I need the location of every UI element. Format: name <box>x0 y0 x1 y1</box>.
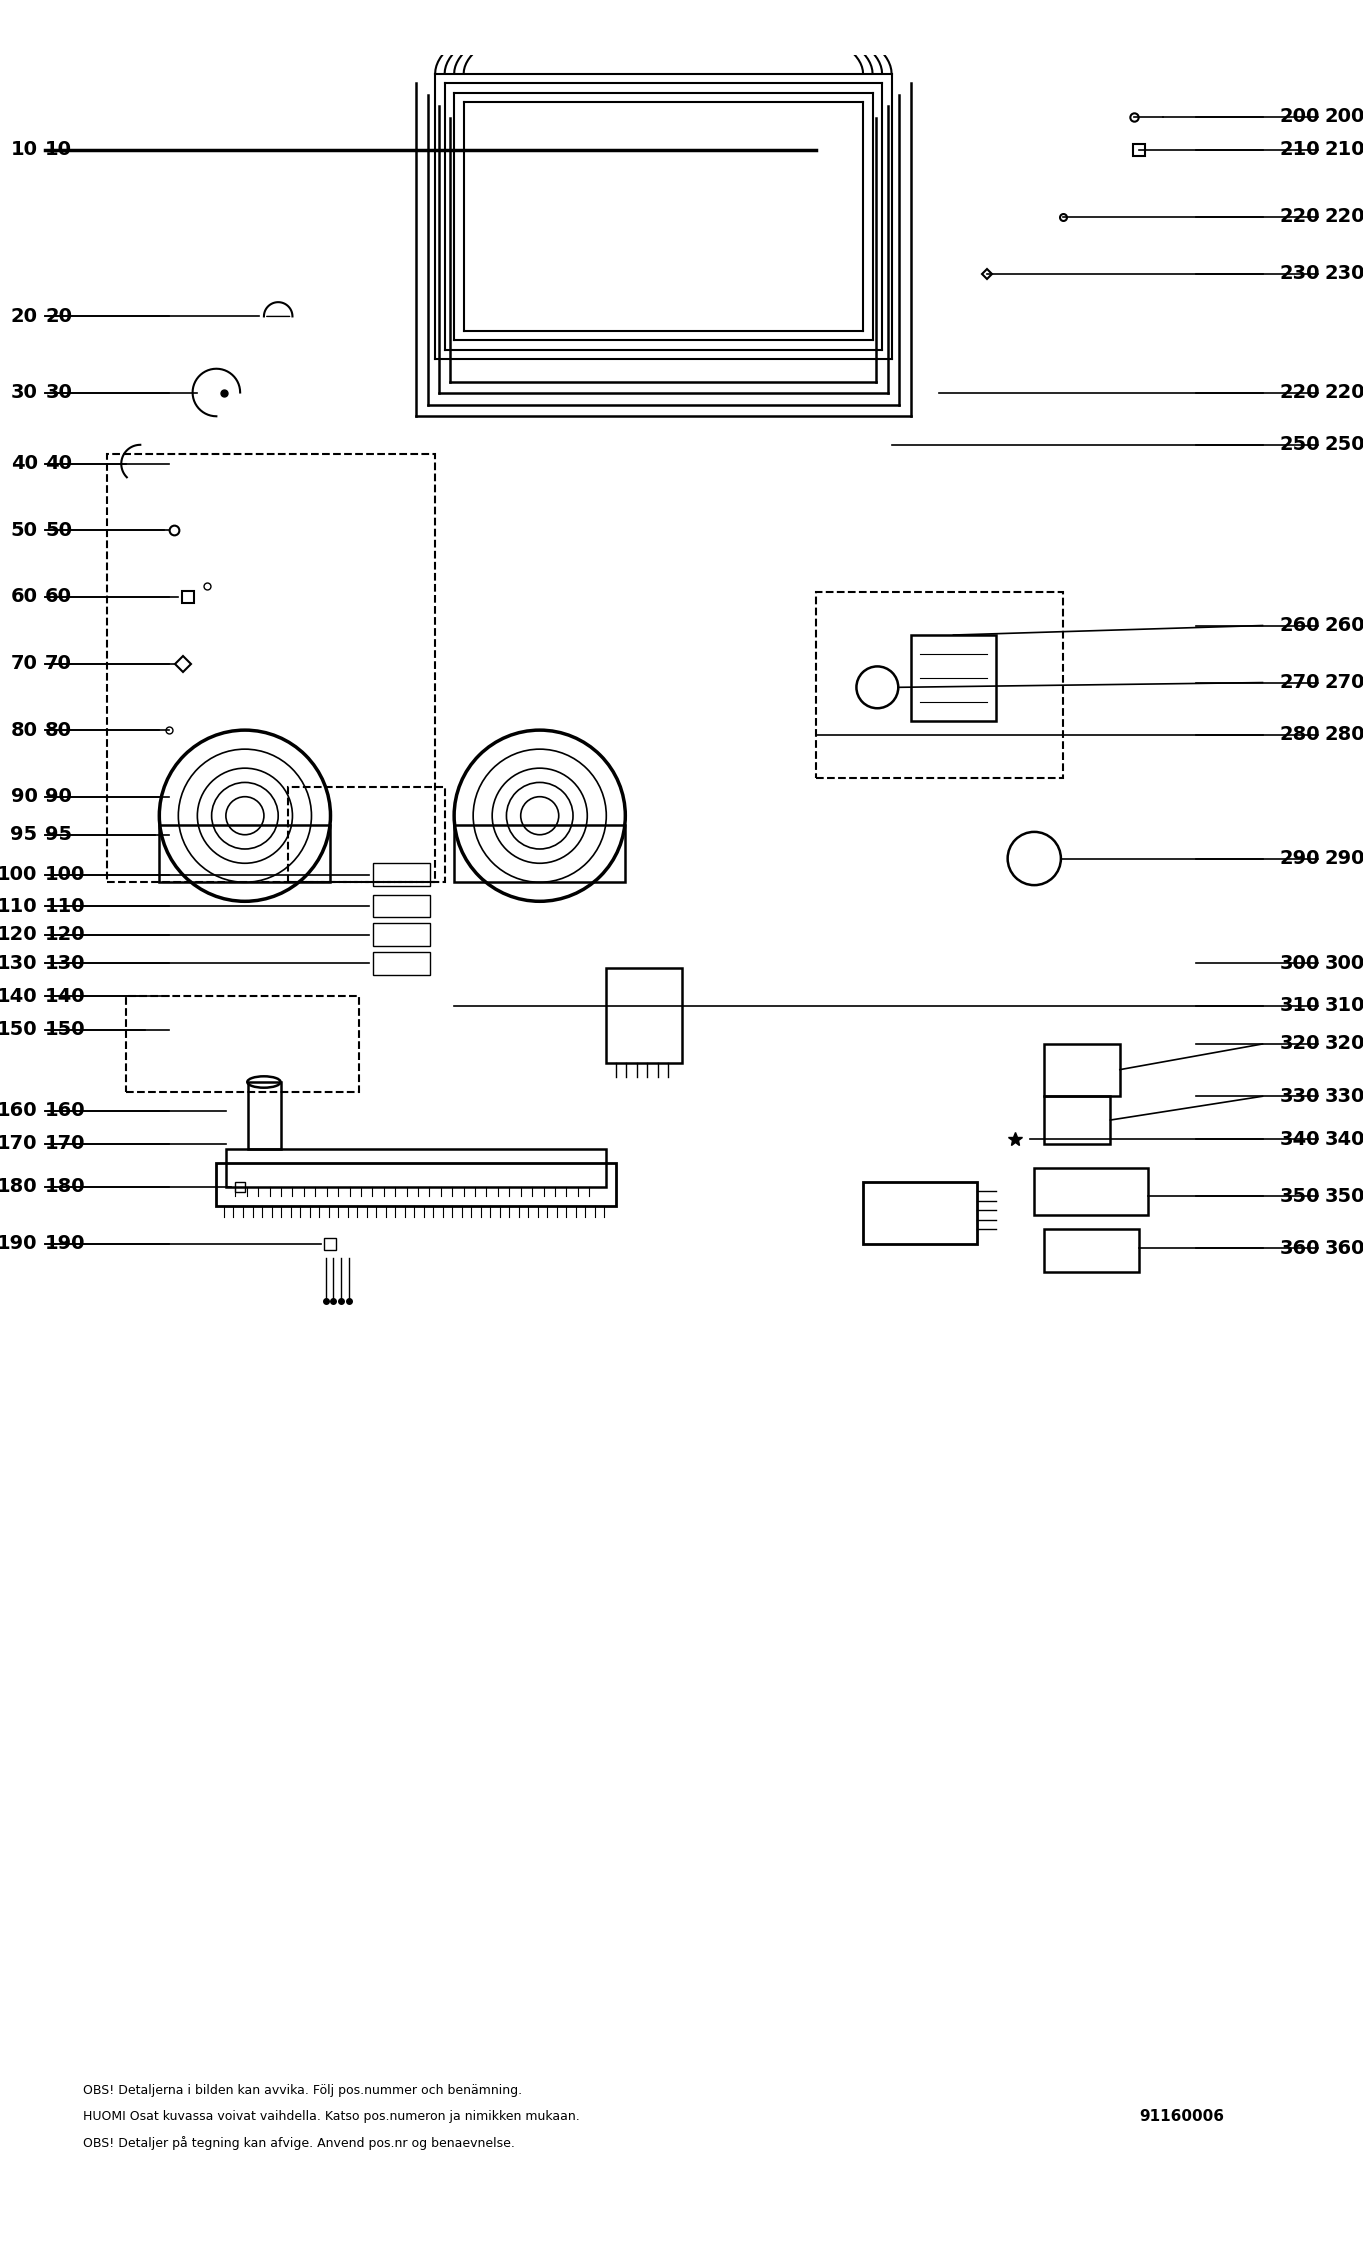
Text: 270: 270 <box>1280 673 1321 693</box>
Text: 220: 220 <box>1325 206 1363 226</box>
Text: 100: 100 <box>0 865 38 883</box>
Text: 190: 190 <box>45 1233 86 1253</box>
Text: 320: 320 <box>1325 1034 1363 1054</box>
Text: 290: 290 <box>1280 850 1321 868</box>
Text: 270: 270 <box>1325 673 1363 693</box>
Text: 60: 60 <box>45 587 72 608</box>
Text: 330: 330 <box>1325 1087 1363 1105</box>
Text: 20: 20 <box>11 307 38 325</box>
Text: 40: 40 <box>45 455 72 473</box>
Text: 80: 80 <box>11 720 38 740</box>
Bar <box>454 825 626 883</box>
Text: 220: 220 <box>1280 383 1321 401</box>
Text: 40: 40 <box>11 455 38 473</box>
Text: 50: 50 <box>45 520 72 540</box>
Text: 260: 260 <box>1280 617 1321 634</box>
Text: 340: 340 <box>1325 1130 1363 1148</box>
Bar <box>373 895 431 917</box>
Text: 220: 220 <box>1280 206 1321 226</box>
Text: OBS! Detaljerna i bilden kan avvika. Följ pos.nummer och benämning.: OBS! Detaljerna i bilden kan avvika. Föl… <box>83 2083 522 2096</box>
Text: 160: 160 <box>45 1101 86 1121</box>
Text: 130: 130 <box>45 953 86 973</box>
Text: 290: 290 <box>1325 850 1363 868</box>
Text: 200: 200 <box>1280 108 1319 126</box>
Text: 250: 250 <box>1280 435 1321 455</box>
Bar <box>373 863 431 886</box>
Text: 20: 20 <box>45 307 72 325</box>
Text: 60: 60 <box>11 587 38 608</box>
Text: 170: 170 <box>0 1134 38 1152</box>
Text: 360: 360 <box>1325 1240 1363 1258</box>
Text: 30: 30 <box>45 383 72 401</box>
Text: 120: 120 <box>0 926 38 944</box>
Text: 110: 110 <box>0 897 38 915</box>
Text: 110: 110 <box>45 897 86 915</box>
Text: 10: 10 <box>45 141 72 159</box>
Text: 210: 210 <box>1325 141 1363 159</box>
Bar <box>125 995 358 1092</box>
Bar <box>910 634 996 720</box>
Text: OBS! Detaljer på tegning kan afvige. Anvend pos.nr og benaevnelse.: OBS! Detaljer på tegning kan afvige. Anv… <box>83 2137 515 2150</box>
Text: 130: 130 <box>0 953 38 973</box>
Bar <box>1044 1096 1111 1143</box>
Bar <box>863 1182 977 1244</box>
Bar <box>1035 1168 1149 1215</box>
Bar <box>373 924 431 946</box>
Bar <box>373 951 431 975</box>
Bar <box>1044 1045 1120 1096</box>
Text: 70: 70 <box>45 655 72 673</box>
Text: 140: 140 <box>0 986 38 1007</box>
Text: 180: 180 <box>45 1177 86 1197</box>
Text: HUOMI Osat kuvassa voivat vaihdella. Katso pos.numeron ja nimikken mukaan.: HUOMI Osat kuvassa voivat vaihdella. Kat… <box>83 2110 581 2123</box>
Text: 300: 300 <box>1280 953 1319 973</box>
Text: 280: 280 <box>1280 726 1321 744</box>
Bar <box>108 455 435 883</box>
Text: 340: 340 <box>1280 1130 1321 1148</box>
Text: 280: 280 <box>1325 726 1363 744</box>
Text: 220: 220 <box>1325 383 1363 401</box>
Text: 160: 160 <box>0 1101 38 1121</box>
Text: 90: 90 <box>11 787 38 807</box>
Text: 190: 190 <box>0 1233 38 1253</box>
Text: 150: 150 <box>45 1020 86 1040</box>
Text: 95: 95 <box>11 825 38 845</box>
Text: 200: 200 <box>1325 108 1363 126</box>
Text: 120: 120 <box>45 926 86 944</box>
Bar <box>1044 1229 1139 1271</box>
Text: 50: 50 <box>11 520 38 540</box>
Text: 230: 230 <box>1280 265 1321 282</box>
Text: 30: 30 <box>11 383 38 401</box>
Bar <box>217 1164 616 1206</box>
Text: 70: 70 <box>11 655 38 673</box>
Text: 330: 330 <box>1280 1087 1319 1105</box>
Bar <box>248 1083 281 1148</box>
Text: 80: 80 <box>45 720 72 740</box>
Bar <box>288 787 444 883</box>
Text: 180: 180 <box>0 1177 38 1197</box>
Text: 95: 95 <box>45 825 72 845</box>
Text: 210: 210 <box>1280 141 1321 159</box>
Text: 170: 170 <box>45 1134 86 1152</box>
Text: 100: 100 <box>45 865 86 883</box>
Text: 250: 250 <box>1325 435 1363 455</box>
Text: 320: 320 <box>1280 1034 1321 1054</box>
Text: 230: 230 <box>1325 265 1363 282</box>
Text: 360: 360 <box>1280 1240 1321 1258</box>
Text: 90: 90 <box>45 787 72 807</box>
Text: 140: 140 <box>45 986 86 1007</box>
Text: 300: 300 <box>1325 953 1363 973</box>
Text: 91160006: 91160006 <box>1139 2110 1224 2123</box>
Text: 350: 350 <box>1325 1186 1363 1206</box>
Text: 310: 310 <box>1325 995 1363 1016</box>
Text: 260: 260 <box>1325 617 1363 634</box>
Bar <box>607 969 683 1063</box>
Bar <box>226 1148 607 1186</box>
Bar <box>815 592 1063 778</box>
Bar <box>159 825 330 883</box>
Text: 150: 150 <box>0 1020 38 1040</box>
Text: 350: 350 <box>1280 1186 1321 1206</box>
Text: 10: 10 <box>11 141 38 159</box>
Text: 310: 310 <box>1280 995 1321 1016</box>
